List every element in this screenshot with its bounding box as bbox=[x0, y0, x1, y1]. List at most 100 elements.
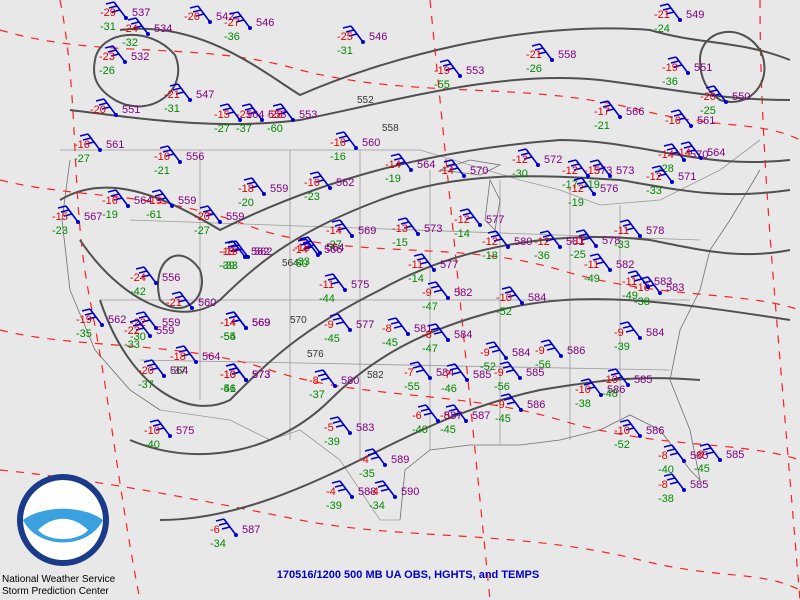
station-height: 585 bbox=[690, 450, 708, 462]
station-dot bbox=[343, 288, 347, 292]
station-height: 584 bbox=[646, 327, 664, 339]
station-dewpoint: -25 bbox=[700, 105, 716, 117]
station-dot bbox=[243, 255, 247, 259]
station-height: 573 bbox=[424, 223, 442, 235]
station-plot: -14 570 bbox=[438, 159, 488, 178]
station-height: 578 bbox=[646, 225, 664, 237]
station-temperature: -24 bbox=[130, 272, 146, 284]
station-plot: -12 -36 581 bbox=[534, 230, 584, 262]
station-height: 585 bbox=[473, 369, 491, 381]
station-height: 562 bbox=[254, 246, 272, 258]
station-temperature: -9 bbox=[535, 345, 545, 357]
station-height: 584 bbox=[454, 329, 472, 341]
station-dewpoint: -60 bbox=[292, 258, 308, 270]
height-contours bbox=[59, 27, 791, 521]
station-dot bbox=[682, 158, 686, 162]
wind-barb-icon bbox=[517, 148, 539, 166]
station-temperature: -12 bbox=[534, 236, 550, 248]
station-dewpoint: -55 bbox=[220, 331, 236, 343]
wind-barb-icon bbox=[663, 473, 685, 491]
station-plot: -19 -39 562 bbox=[219, 240, 269, 272]
agency-label: National Weather Service Storm Predictio… bbox=[2, 574, 115, 598]
station-temperature: -21 bbox=[526, 49, 542, 61]
station-temperature: -19 bbox=[146, 195, 162, 207]
wind-barb-icon bbox=[135, 311, 157, 329]
station-plot: -8 -45 581 bbox=[382, 317, 432, 349]
station-height: 560 bbox=[362, 137, 380, 149]
station-dot bbox=[464, 419, 468, 423]
station-height: 588 bbox=[358, 486, 376, 498]
station-plot: -14 564 bbox=[675, 141, 725, 160]
wind-barb-icon bbox=[619, 321, 641, 339]
station-dot bbox=[238, 118, 242, 122]
contour-576 bbox=[99, 236, 791, 407]
station-plot: -10 -52 586 bbox=[614, 419, 664, 451]
station-height: 564 bbox=[246, 109, 264, 121]
station-plot: -12 -30 572 bbox=[512, 148, 562, 180]
station-plot: -8 -38 585 bbox=[658, 473, 708, 505]
station-dewpoint: -42 bbox=[130, 286, 146, 298]
station-height: 582 bbox=[616, 259, 634, 271]
station-dot bbox=[328, 186, 332, 190]
contour-564 bbox=[59, 138, 791, 232]
wind-barb-icon bbox=[539, 230, 561, 248]
station-height: 559 bbox=[156, 325, 174, 337]
station-dot bbox=[393, 495, 397, 499]
station-height: 564 bbox=[417, 159, 435, 171]
wind-barb-icon bbox=[329, 416, 351, 434]
station-height: 585 bbox=[634, 374, 652, 386]
station-height: 566 bbox=[626, 106, 644, 118]
station-height: 564 bbox=[202, 351, 220, 363]
wind-barb-icon bbox=[501, 286, 523, 304]
station-dot bbox=[689, 124, 693, 128]
station-temperature: -14 bbox=[658, 149, 674, 161]
station-plot: -5 -39 583 bbox=[324, 416, 374, 448]
wind-barb-icon bbox=[663, 143, 685, 161]
station-dewpoint: -40 bbox=[144, 439, 160, 451]
station-height: 569 bbox=[358, 225, 376, 237]
station-dewpoint: -48 bbox=[602, 388, 618, 400]
wind-barb-icon bbox=[651, 165, 673, 183]
station-dot bbox=[536, 163, 540, 167]
station-height: 561 bbox=[697, 115, 715, 127]
wind-barb-icon bbox=[225, 311, 247, 329]
wind-barb-icon bbox=[189, 5, 211, 23]
station-dewpoint: -14 bbox=[408, 273, 424, 285]
wind-barb-icon bbox=[143, 359, 165, 377]
station-temperature: -18 bbox=[170, 351, 186, 363]
station-temperature: -19 bbox=[76, 314, 92, 326]
station-temperature: -16 bbox=[102, 195, 118, 207]
wind-barb-icon bbox=[659, 3, 681, 21]
wind-barb-icon bbox=[149, 419, 171, 437]
station-dewpoint: -33 bbox=[222, 260, 238, 272]
station-temperature: -7 bbox=[404, 367, 414, 379]
station-temperature: -21 bbox=[164, 89, 180, 101]
station-temperature: -27 bbox=[224, 17, 240, 29]
wind-barb-icon bbox=[443, 159, 465, 177]
wind-barb-icon bbox=[127, 17, 149, 35]
station-plot: -13 -15 573 bbox=[392, 217, 442, 249]
station-dot bbox=[350, 495, 354, 499]
station-dot bbox=[506, 245, 510, 249]
wind-barb-icon bbox=[314, 369, 336, 387]
station-height: 586 bbox=[567, 345, 585, 357]
station-height: 537 bbox=[132, 7, 150, 19]
station-temperature: -15 bbox=[52, 211, 68, 223]
station-dot bbox=[409, 168, 413, 172]
wind-barb-icon bbox=[129, 319, 151, 337]
station-dot bbox=[234, 533, 238, 537]
station-dewpoint: -40 bbox=[412, 424, 428, 436]
station-dewpoint: -18 bbox=[482, 250, 498, 262]
station-plot: -12 -18 580 bbox=[482, 230, 532, 262]
station-temperature: -20 bbox=[700, 91, 716, 103]
station-plot: -11 -14 577 bbox=[408, 253, 458, 285]
station-height: 571 bbox=[678, 171, 696, 183]
station-plot: -28 -60 553 bbox=[267, 103, 317, 135]
station-height: 564 bbox=[326, 242, 344, 254]
station-dot bbox=[465, 378, 469, 382]
wind-barb-icon bbox=[243, 177, 265, 195]
wind-barb-icon bbox=[215, 518, 237, 536]
